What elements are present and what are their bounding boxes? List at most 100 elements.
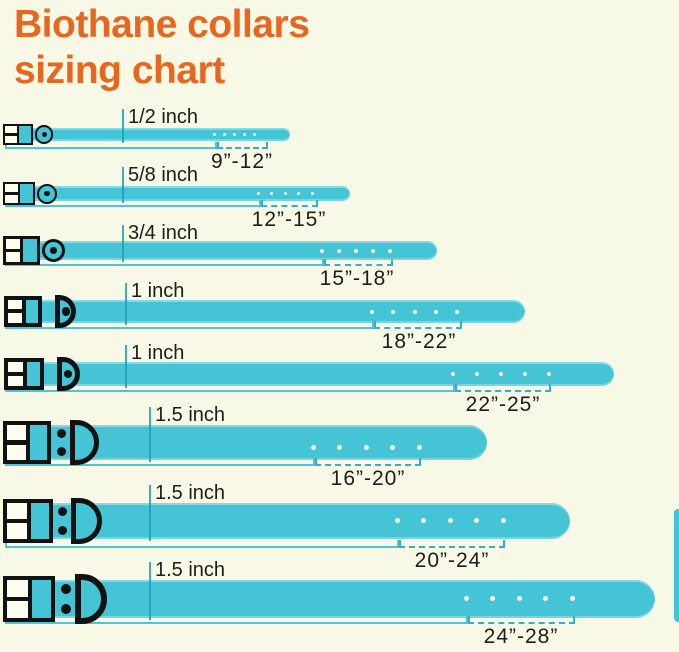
strap-hole — [523, 372, 527, 376]
width-tick-line — [149, 407, 151, 462]
strap-hole — [543, 595, 548, 601]
buckle-center-bar — [5, 133, 18, 136]
strap-hole — [256, 192, 260, 195]
buckle-strap-slot — [18, 183, 34, 204]
strap-hole — [394, 518, 400, 523]
buckle-pin-ring — [34, 125, 54, 144]
rivet-dot — [56, 447, 66, 457]
buckle-strap-slot — [22, 362, 40, 386]
buckle-frame — [3, 575, 56, 623]
buckle-center-bar — [8, 371, 23, 376]
width-label: 1.5 inch — [155, 559, 226, 581]
rivet-dot — [56, 428, 66, 438]
buckle-strap-slot — [20, 239, 37, 262]
rivet-dot — [58, 506, 68, 516]
dashed-bracket — [261, 200, 318, 207]
buckle-frame — [3, 499, 53, 543]
buckle-strap-slot — [26, 503, 49, 539]
buckle-pin-dot — [50, 247, 57, 254]
strap-hole — [475, 372, 479, 376]
buckle-center-bar — [5, 192, 19, 195]
size-range-label: 12”-15” — [251, 208, 327, 231]
strap-hole — [283, 192, 287, 195]
collar-strap — [8, 300, 525, 323]
width-label: 1 inch — [131, 342, 185, 364]
buckle-strap-slot — [27, 579, 52, 619]
strap-hole — [320, 248, 324, 253]
rivet-dot — [58, 526, 68, 536]
title-line-1: Biothane collars — [14, 3, 310, 46]
width-label: 5/8 inch — [128, 164, 199, 186]
size-range-label: 15”-18” — [319, 267, 395, 290]
buckle-d-ring — [56, 356, 80, 392]
buckle-center-bar — [7, 440, 26, 445]
strap-hole — [569, 595, 575, 601]
strap-hole — [370, 309, 374, 314]
strap-hole — [412, 309, 417, 314]
solid-bracket — [5, 458, 315, 466]
solid-bracket — [5, 540, 399, 548]
strap-hole — [391, 309, 396, 314]
collar-strap — [8, 241, 437, 260]
strap-hole — [390, 444, 395, 450]
buckle-center-bar — [8, 309, 23, 314]
buckle-frame — [4, 296, 42, 327]
width-label: 1/2 inch — [128, 106, 199, 128]
width-tick-line — [149, 562, 151, 620]
strap-hole — [474, 518, 479, 523]
width-tick-line — [122, 109, 124, 143]
strap-hole — [500, 518, 506, 523]
size-range-label: 18”-22” — [381, 330, 457, 353]
cropped-collar-edge — [674, 509, 679, 622]
strap-hole — [451, 372, 455, 376]
size-range-label: 24”-28” — [483, 625, 559, 648]
dashed-bracket — [399, 540, 505, 548]
buckle-d-ring — [54, 294, 77, 329]
width-tick-line — [125, 283, 127, 325]
page-title: Biothane collars sizing chart — [14, 2, 310, 93]
buckle-pin-ring — [41, 238, 66, 263]
dashed-bracket — [315, 458, 421, 466]
width-tick-line — [149, 485, 151, 541]
strap-hole — [490, 595, 495, 601]
strap-hole — [416, 444, 422, 450]
strap-hole — [310, 192, 314, 195]
dashed-bracket — [468, 616, 575, 624]
rivet-dot — [61, 583, 71, 594]
strap-hole — [337, 444, 342, 450]
solid-bracket — [5, 142, 217, 149]
strap-hole — [354, 248, 358, 253]
title-line-2: sizing chart — [14, 48, 225, 92]
dashed-bracket — [217, 142, 268, 149]
width-label: 1.5 inch — [155, 404, 226, 426]
strap-hole — [337, 248, 341, 253]
width-label: 3/4 inch — [128, 222, 199, 244]
strap-hole — [499, 372, 503, 376]
buckle-pin-dot — [61, 307, 70, 316]
strap-hole — [242, 133, 246, 136]
width-tick-line — [125, 345, 127, 388]
strap-hole — [232, 133, 236, 136]
strap-hole — [547, 372, 551, 376]
buckle-pin-ring — [37, 183, 58, 204]
buckle-center-bar — [6, 248, 21, 253]
strap-hole — [297, 192, 300, 195]
rivet-dot — [61, 604, 71, 615]
collar-strap — [8, 362, 614, 386]
buckle-center-bar — [7, 518, 27, 524]
strap-hole — [252, 133, 256, 136]
size-range-label: 22”-25” — [465, 393, 541, 416]
strap-hole — [447, 518, 453, 523]
strap-hole — [310, 444, 316, 450]
buckle-frame — [3, 181, 36, 206]
dashed-bracket — [324, 259, 393, 266]
strap-hole — [388, 248, 392, 253]
size-range-label: 20”-24” — [414, 549, 490, 572]
strap-hole — [363, 444, 369, 450]
buckle-frame — [3, 124, 33, 145]
